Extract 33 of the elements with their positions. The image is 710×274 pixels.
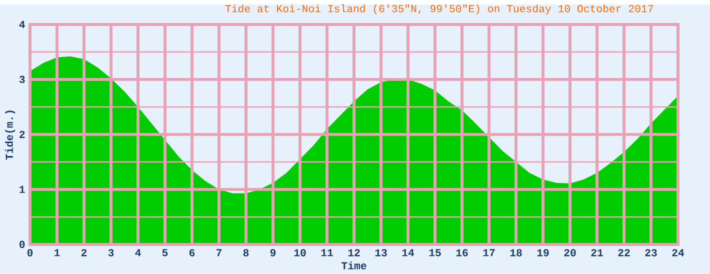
x-tick-label: 15 <box>429 248 441 256</box>
y-tick-label: 2 <box>20 130 25 138</box>
y-tick-label: 0 <box>20 240 25 248</box>
x-tick-label: 18 <box>510 248 522 256</box>
x-tick-label: 3 <box>108 248 114 256</box>
x-tick-label: 13 <box>375 248 387 256</box>
x-tick-label: 5 <box>162 248 168 256</box>
x-tick-label: 6 <box>189 248 195 256</box>
x-tick-label: 11 <box>321 248 333 256</box>
x-tick-label: 10 <box>294 248 306 256</box>
x-tick-label: 8 <box>243 248 249 256</box>
x-tick-label: 20 <box>564 248 576 256</box>
x-tick-label: 1 <box>54 248 60 256</box>
y-tick-label: 1 <box>20 186 25 193</box>
x-tick-label: 2 <box>81 248 87 256</box>
y-axis-title: Tide(m.) <box>5 110 16 160</box>
x-tick-label: 19 <box>537 248 549 256</box>
x-tick-label: 9 <box>270 248 276 256</box>
x-tick-label: 12 <box>348 248 360 256</box>
x-tick-label: 23 <box>645 248 657 256</box>
x-tick-label: 7 <box>216 248 222 256</box>
x-tick-label: 24 <box>672 248 684 256</box>
x-tick-label: 17 <box>483 248 495 256</box>
x-tick-label: 14 <box>402 248 414 256</box>
x-axis-title: Time <box>342 261 366 270</box>
x-tick-label: 16 <box>456 248 468 256</box>
x-tick-label: 4 <box>135 248 141 256</box>
y-tick-label: 3 <box>19 76 25 83</box>
x-tick-label: 0 <box>27 248 33 256</box>
y-tick-label: 4 <box>19 20 25 28</box>
x-tick-label: 21 <box>591 248 603 256</box>
x-tick-label: 22 <box>618 248 630 256</box>
chart-title: Tide at Koi-Noi Island (6′35"N, 99′50"E) on Tuesday 10 October 2017 <box>225 4 653 14</box>
